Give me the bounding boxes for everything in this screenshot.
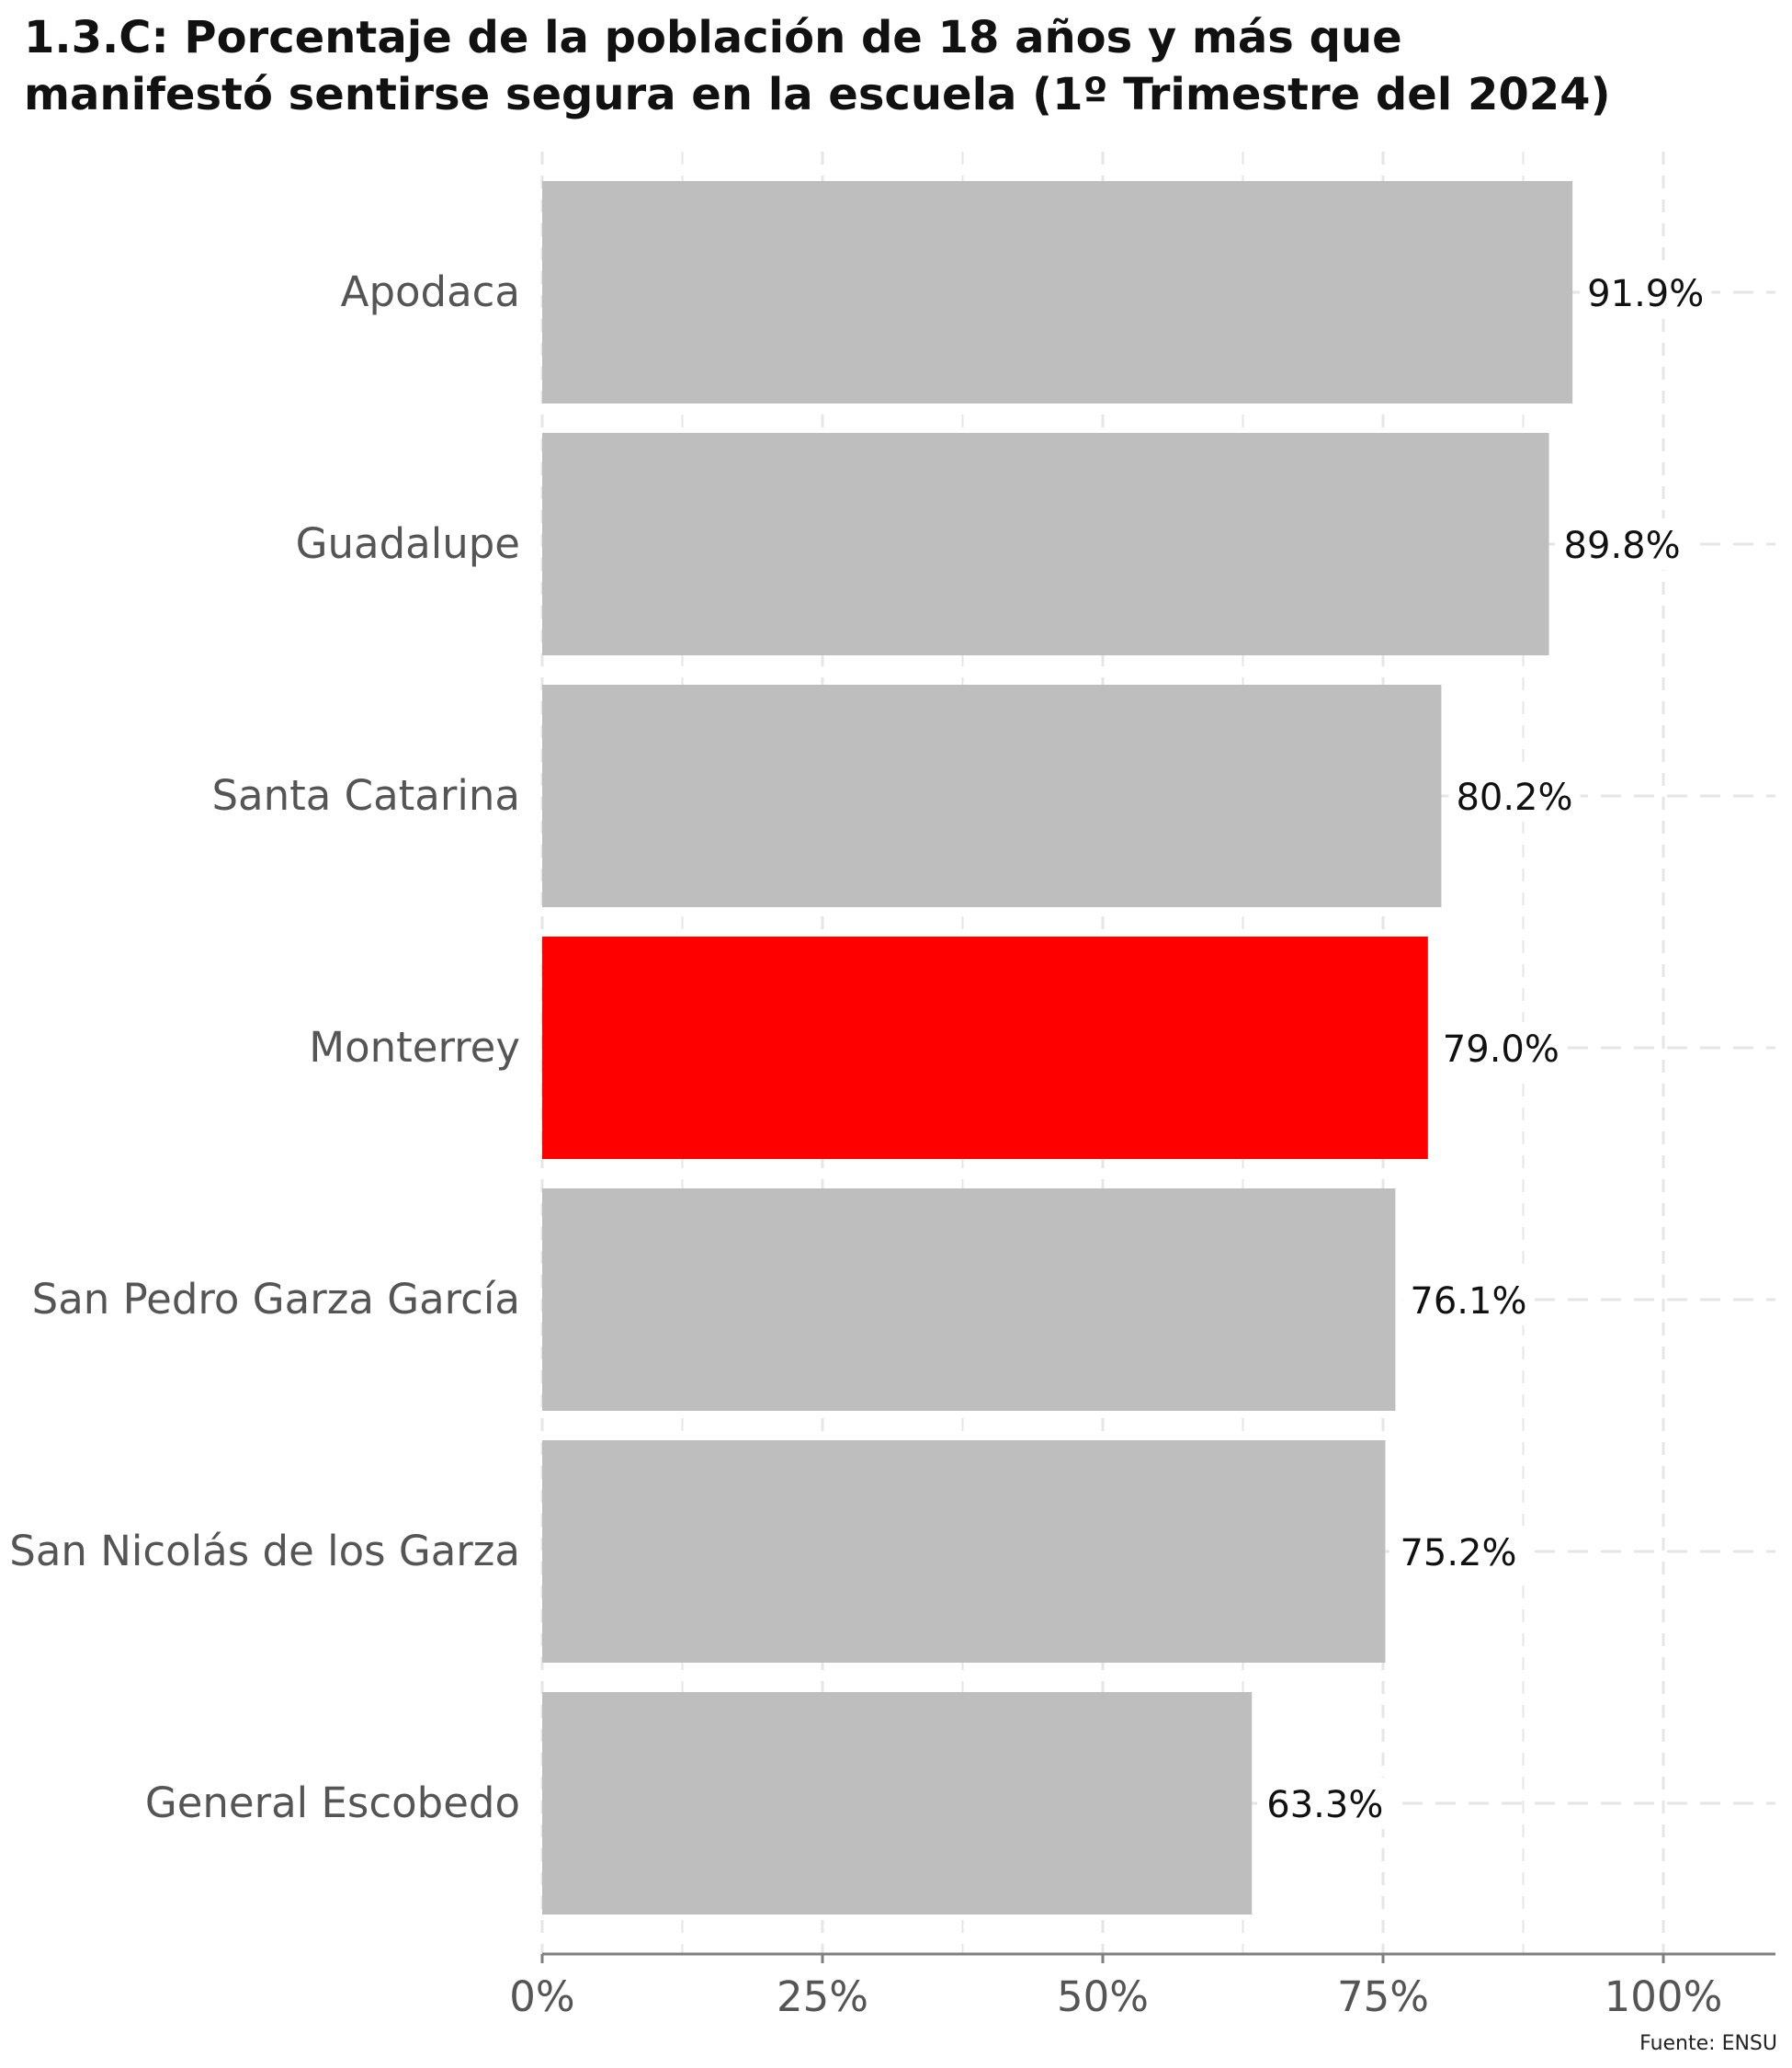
x-tick-label: 100% [1605, 1972, 1723, 2021]
value-label: 79.0% [1443, 1028, 1559, 1071]
x-tick-label: 75% [1337, 1972, 1429, 2021]
bar-3 [542, 937, 1428, 1159]
category-label: General Escobedo [145, 1778, 520, 1827]
bar-1 [542, 433, 1549, 655]
value-label: 76.1% [1410, 1280, 1526, 1323]
x-tick-label: 50% [1057, 1972, 1149, 2021]
category-label: San Nicolás de los Garza [9, 1527, 520, 1575]
bar-0 [542, 181, 1572, 403]
x-axis: 0% 25% 50% 75% 100% [509, 1954, 1775, 2021]
category-label: Apodaca [341, 267, 520, 316]
value-label: 91.9% [1587, 273, 1704, 315]
value-label: 89.8% [1564, 525, 1681, 567]
x-tick-label: 0% [509, 1972, 574, 2021]
value-label: 63.3% [1266, 1784, 1383, 1826]
x-tick-label: 25% [777, 1972, 868, 2021]
category-label: Monterrey [309, 1023, 520, 1072]
bars [542, 181, 1572, 1915]
bar-5 [542, 1440, 1385, 1663]
source-note: Fuente: ENSU [1639, 2032, 1777, 2055]
value-label: 75.2% [1400, 1532, 1516, 1574]
category-label: Guadalupe [296, 519, 520, 568]
bar-4 [542, 1188, 1395, 1411]
value-label: 80.2% [1456, 777, 1572, 819]
category-label: Santa Catarina [211, 771, 520, 820]
bar-2 [542, 685, 1441, 907]
bar-6 [542, 1692, 1252, 1915]
category-label: San Pedro Garza García [32, 1275, 520, 1324]
